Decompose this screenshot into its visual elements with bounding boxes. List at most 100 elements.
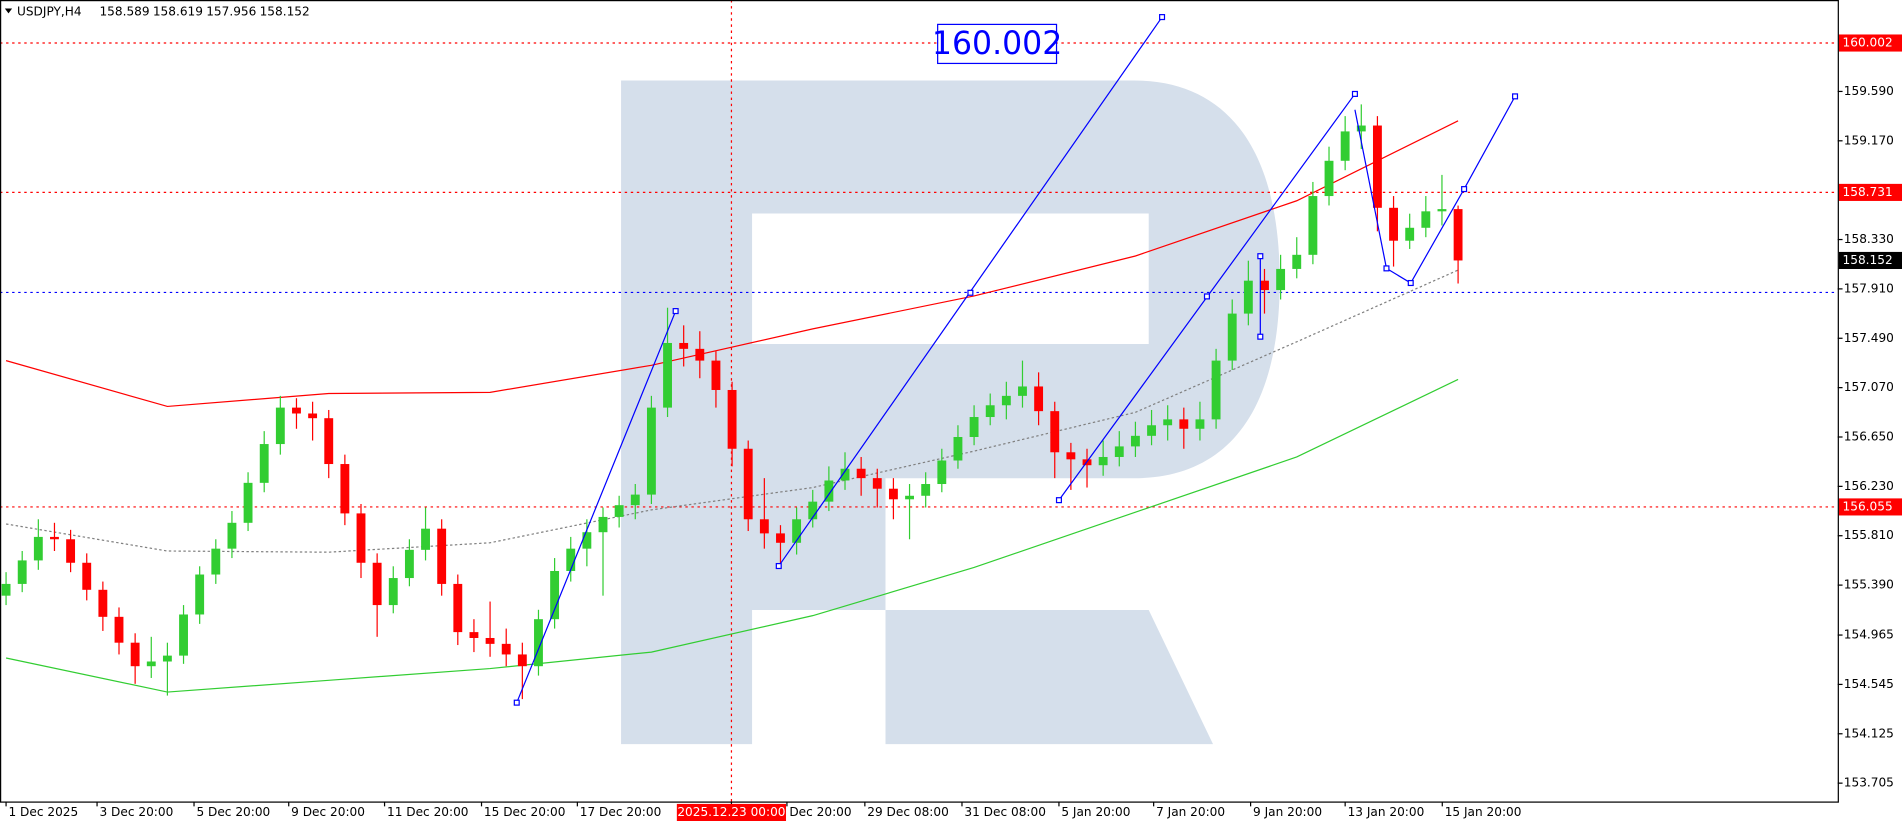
trend-line [516, 310, 677, 703]
candle-body [1147, 425, 1156, 436]
candle-body [1050, 411, 1060, 453]
plot [0, 42, 1838, 700]
x-tick-label: 7 Jan 20:00 [1156, 805, 1225, 819]
candle-body [969, 417, 979, 438]
candle-body [98, 589, 108, 617]
y-tick-label: 153.705 [1844, 776, 1894, 790]
y-tick-label: 157.070 [1844, 380, 1894, 394]
anchor [1159, 14, 1166, 21]
level-label: 160.002 [1843, 35, 1893, 49]
candle-body [776, 533, 785, 543]
level-label-box [1838, 34, 1902, 52]
candle-body [824, 480, 834, 502]
x-tick-label: 15 Jan 20:00 [1445, 805, 1522, 819]
candle-body [937, 460, 947, 485]
candle-body [1227, 313, 1237, 361]
level-label: 156.055 [1843, 499, 1893, 513]
y-tick-label: 156.230 [1844, 479, 1894, 493]
header-value: 158.152 [260, 5, 310, 19]
candle-body [1324, 160, 1334, 197]
crosshair-label-box [676, 803, 787, 821]
candle-body [856, 468, 866, 479]
anchor [1407, 279, 1414, 287]
anchor [967, 289, 974, 296]
candle-body [227, 522, 237, 549]
candle-body [1130, 435, 1140, 447]
moving-average [5, 120, 1459, 408]
x-tick-label: 9 Dec 20:00 [291, 805, 365, 819]
candle-body [17, 560, 27, 584]
anchor [672, 308, 679, 315]
candle-body [598, 516, 608, 533]
header-value: 158.619 [153, 5, 203, 19]
watermark-leg [885, 609, 1214, 745]
candle-body [534, 619, 543, 667]
anchor [1512, 93, 1519, 100]
candle-body [1340, 131, 1350, 161]
candle-body [1163, 419, 1173, 426]
anchor [775, 562, 782, 570]
header-arrow [4, 8, 13, 14]
x-tick-label: Dec 20:00 [789, 805, 851, 819]
candle-body [356, 513, 366, 563]
candle-body [888, 488, 898, 500]
candle-body [162, 655, 172, 662]
candle-body [566, 548, 576, 571]
candle-body [1018, 386, 1027, 396]
anchor [1055, 497, 1062, 504]
candle-body [485, 637, 495, 644]
price-label-box [1838, 251, 1902, 270]
candle-body [275, 407, 285, 445]
candle-body [292, 407, 301, 414]
level-label-box [1838, 498, 1902, 516]
candle-body [501, 643, 511, 655]
candle-body [759, 519, 769, 534]
candle-body [808, 501, 818, 520]
candle-body [437, 528, 447, 584]
level-callout-box [937, 23, 1058, 65]
x-tick-label: 11 Dec 20:00 [387, 805, 469, 819]
candle-body [663, 342, 672, 408]
candle-body [469, 632, 479, 638]
candle-body [1001, 395, 1011, 406]
candle-body [1, 583, 11, 596]
candle-body [340, 464, 350, 514]
candle-body [1066, 452, 1076, 460]
candle-body [66, 539, 76, 563]
candle-body [388, 578, 398, 606]
y-tick-label: 155.390 [1844, 578, 1894, 592]
candle-body [711, 360, 721, 390]
candle-body [1437, 209, 1447, 212]
candle-body [1195, 419, 1205, 429]
candle-body [114, 616, 124, 643]
candle-body [1405, 227, 1415, 241]
candle-body [840, 468, 850, 481]
anchor [1383, 265, 1390, 272]
candle-body [50, 536, 59, 540]
candle-body [130, 642, 140, 667]
candle-body [1356, 125, 1366, 132]
level-label-box [1838, 183, 1902, 201]
candle-body [646, 407, 656, 495]
x-tick-label: 13 Jan 20:00 [1348, 805, 1425, 819]
candle-body [1453, 209, 1463, 261]
candle-body [82, 562, 92, 590]
candle-body [1372, 125, 1382, 208]
plot-frame [0, 0, 1839, 803]
candle-body [1098, 456, 1108, 466]
x-tick-label: 9 Jan 20:00 [1253, 805, 1322, 819]
candle-body [679, 342, 689, 349]
candle-body [1034, 386, 1044, 412]
watermark-bowl [621, 80, 1280, 745]
moving-average [5, 378, 1459, 693]
anchor [513, 699, 520, 706]
candle-body [727, 389, 737, 449]
x-tick-label: 1 Dec 2025 [8, 805, 78, 819]
candle-body [582, 532, 592, 549]
y-tick-label: 155.810 [1844, 528, 1894, 542]
x-tick-label: 17 Dec 20:00 [580, 805, 662, 819]
y-tick-label: 159.170 [1844, 133, 1894, 147]
candle-body [195, 574, 205, 615]
candle-body [259, 444, 269, 483]
candle-body [308, 413, 318, 419]
